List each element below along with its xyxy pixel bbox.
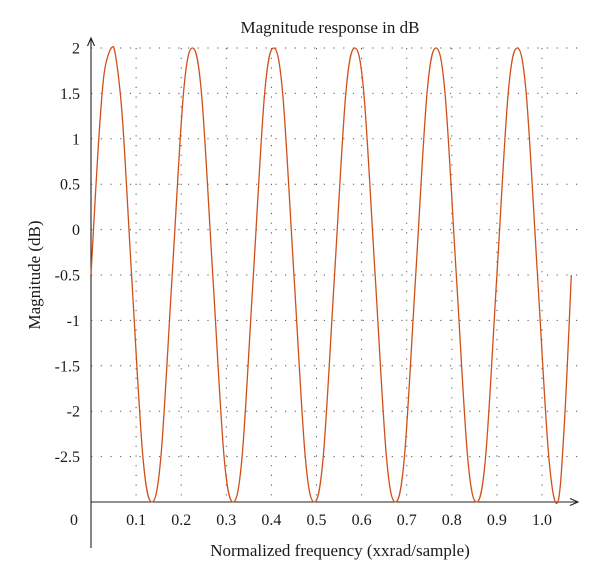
x-axis-arrow xyxy=(569,497,580,507)
x-tick-label: 0.1 xyxy=(126,512,146,529)
y-tick-label: -2.5 xyxy=(55,449,80,466)
y-tick-label: -2 xyxy=(67,404,80,421)
y-tick-label: 2 xyxy=(72,41,80,58)
chart-title: Magnitude response in dB xyxy=(241,18,420,37)
x-tick-label: 1.0 xyxy=(532,512,552,529)
y-tick-label: -0.5 xyxy=(55,268,80,285)
y-tick-label: 0.5 xyxy=(60,177,80,194)
y-tick-labels: 2 1.5 1 0.5 0 -0.5 -1 -1.5 -2 -2.5 xyxy=(55,41,80,467)
x-tick-label: 0.2 xyxy=(171,512,191,529)
x-tick-label: 0.7 xyxy=(397,512,417,529)
y-tick-label: -1 xyxy=(67,313,80,330)
y-axis-arrow xyxy=(86,36,96,47)
x-tick-label: 0.9 xyxy=(487,512,507,529)
x-tick-label: 0.6 xyxy=(352,512,372,529)
y-tick-label: 1.5 xyxy=(60,86,80,103)
x-axis-label: Normalized frequency (xxrad/sample) xyxy=(210,541,470,560)
y-tick-label: 0 xyxy=(72,222,80,239)
y-tick-label: 1 xyxy=(72,131,80,148)
x-tick-label: 0.8 xyxy=(442,512,462,529)
x-tick-labels: 0 0.1 0.2 0.3 0.4 0.5 0.6 0.7 0.8 0.9 1.0 xyxy=(70,512,552,529)
x-tick-label: 0 xyxy=(70,512,78,529)
y-tick-label: -1.5 xyxy=(55,358,80,375)
y-axis-label: Magnitude (dB) xyxy=(25,220,44,329)
x-tick-label: 0.5 xyxy=(307,512,327,529)
series-line xyxy=(90,46,572,504)
series-group xyxy=(90,46,572,504)
x-tick-label: 0.4 xyxy=(261,512,281,529)
x-tick-label: 0.3 xyxy=(216,512,236,529)
axes xyxy=(86,36,580,548)
